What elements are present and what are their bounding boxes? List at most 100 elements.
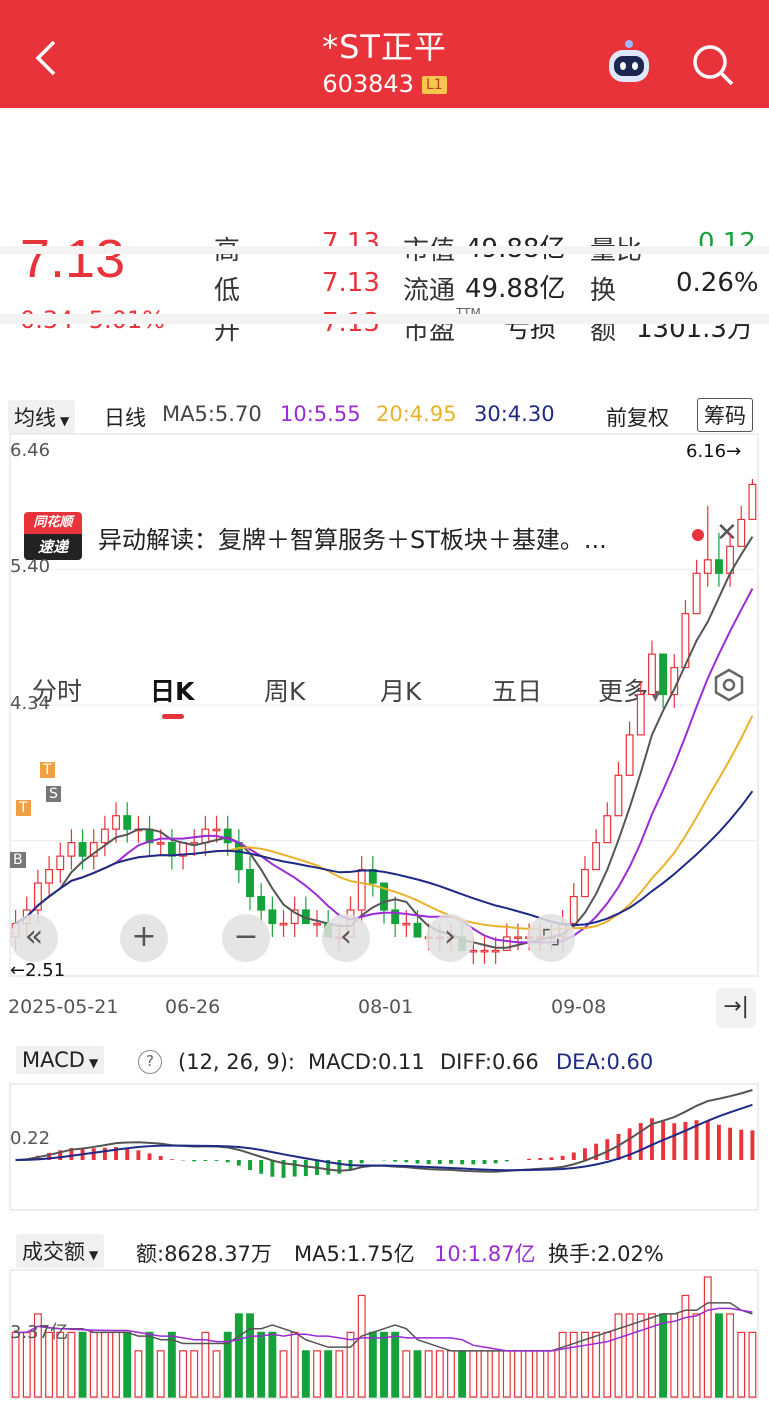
candle-body <box>692 572 701 615</box>
macd-value: MACD:0.11 <box>308 1050 425 1074</box>
volume-bar <box>313 1350 321 1398</box>
chips-button[interactable]: 筹码 <box>697 398 753 432</box>
news-icon-bottom: 速递 <box>24 534 82 560</box>
candle-body <box>89 842 98 857</box>
ma5-line <box>15 536 754 949</box>
volume-y-label: 3.37亿 <box>10 1322 69 1343</box>
back-arrow-icon[interactable] <box>30 38 64 78</box>
dea-value: DEA:0.60 <box>556 1050 654 1074</box>
volume-bar <box>525 1350 534 1398</box>
y-label-low: 4.34 <box>10 693 51 714</box>
candle-body <box>268 909 277 925</box>
volume-bar <box>692 1313 701 1398</box>
candle-body <box>78 842 87 857</box>
volume-bar <box>670 1313 679 1398</box>
zoom-in-button[interactable]: + <box>120 914 168 962</box>
chart-period-tabs: 分时 日K 周K 月K 五日 更多 ▼ <box>0 328 769 719</box>
macd-params: (12, 26, 9): <box>178 1050 295 1074</box>
active-tab-indicator <box>162 714 184 719</box>
volume-bar <box>156 1350 165 1398</box>
volume-ma5: MA5:1.75亿 <box>294 1242 415 1266</box>
volume-bar <box>45 1331 54 1398</box>
pan-start-button[interactable]: « <box>10 914 58 962</box>
indicator-selector-label: 均线 <box>14 406 56 430</box>
volume-ma10-line <box>15 1307 753 1352</box>
turnover-value: 0.26% <box>676 268 759 298</box>
settings-hexagon-icon[interactable] <box>712 668 746 702</box>
tab-weekly[interactable]: 周K <box>264 677 306 706</box>
candle-body <box>45 868 54 884</box>
chevron-down-icon: ▼ <box>89 1248 99 1262</box>
ma30-value: 30:4.30 <box>474 402 555 426</box>
fullscreen-button[interactable]: ⌜⌟ <box>527 914 575 962</box>
news-ticker[interactable]: 同花顺 速递 异动解读：复牌＋智算服务＋ST板块＋基建。... ✕ <box>0 254 769 560</box>
macd-selector-label: MACD <box>22 1048 85 1072</box>
jump-to-latest-icon[interactable]: →| <box>716 988 756 1028</box>
candle-body <box>714 559 723 574</box>
zoom-out-button[interactable]: − <box>222 914 270 962</box>
date-label-3: 08-01 <box>358 996 414 1018</box>
volume-bar <box>469 1350 478 1398</box>
tab-intraday[interactable]: 分时 <box>32 677 83 706</box>
candle-body <box>212 828 221 832</box>
volume-bar <box>726 1313 735 1398</box>
volume-turnover: 换手:2.02% <box>548 1242 664 1266</box>
volume-bar <box>380 1331 388 1398</box>
robot-assistant-icon[interactable] <box>604 38 654 88</box>
period-label: 日线 <box>104 406 146 430</box>
level1-badge: L1 <box>421 76 447 94</box>
ma30-line <box>15 790 754 927</box>
volume-bar <box>458 1350 467 1398</box>
trade-mark-s: S <box>46 786 61 802</box>
volume-bar <box>581 1331 589 1398</box>
float-value: 49.88亿 <box>465 274 566 304</box>
volume-bar <box>491 1350 500 1398</box>
volume-selector[interactable]: 成交额 ▼ <box>16 1234 105 1268</box>
date-label-4: 09-08 <box>551 996 607 1018</box>
volume-bar <box>134 1350 143 1398</box>
stock-code: 603843 L1 <box>0 70 769 98</box>
candles <box>11 479 757 964</box>
divider <box>0 314 769 324</box>
volume-bar <box>558 1331 567 1398</box>
chevron-down-icon: ▼ <box>60 414 70 428</box>
candle-body <box>402 922 411 926</box>
tab-five-day[interactable]: 五日 <box>492 677 543 706</box>
volume-bar <box>480 1350 489 1398</box>
volume-bar <box>246 1313 254 1398</box>
macd-chart <box>15 1089 755 1178</box>
date-label-2: 06-26 <box>165 996 221 1018</box>
indicator-selector[interactable]: 均线 ▼ <box>8 400 76 434</box>
close-icon[interactable]: ✕ <box>716 518 738 548</box>
news-icon-top: 同花顺 <box>24 512 82 534</box>
macd-selector[interactable]: MACD ▼ <box>16 1046 105 1074</box>
volume-bar <box>391 1331 400 1398</box>
help-icon[interactable]: ? <box>138 1050 162 1074</box>
candle-body <box>56 855 65 871</box>
adjust-mode[interactable]: 前复权 <box>606 406 669 430</box>
stock-name: *ST正平 <box>322 28 447 66</box>
candle-body <box>681 613 690 669</box>
volume-bar <box>201 1331 210 1398</box>
dea-line <box>15 1103 753 1172</box>
volume-bar <box>145 1331 154 1398</box>
tab-monthly[interactable]: 月K <box>380 677 422 706</box>
search-icon[interactable] <box>690 42 736 88</box>
tab-daily[interactable]: 日K <box>150 677 195 706</box>
candle-body <box>33 882 42 911</box>
candle-body <box>380 882 388 911</box>
candle-body <box>67 842 76 857</box>
pan-right-button[interactable]: › <box>426 914 474 962</box>
pan-left-button[interactable]: ‹ <box>322 914 370 962</box>
candle-body <box>469 949 478 953</box>
candle-body <box>647 653 656 696</box>
volume-bar <box>67 1331 76 1398</box>
candle-body <box>100 828 109 844</box>
candle-body <box>257 895 266 911</box>
candle-body <box>246 868 254 898</box>
volume-bar <box>33 1313 42 1398</box>
candle-body <box>659 653 668 696</box>
volume-bar <box>569 1331 578 1398</box>
volume-ma10: 10:1.87亿 <box>434 1242 536 1266</box>
